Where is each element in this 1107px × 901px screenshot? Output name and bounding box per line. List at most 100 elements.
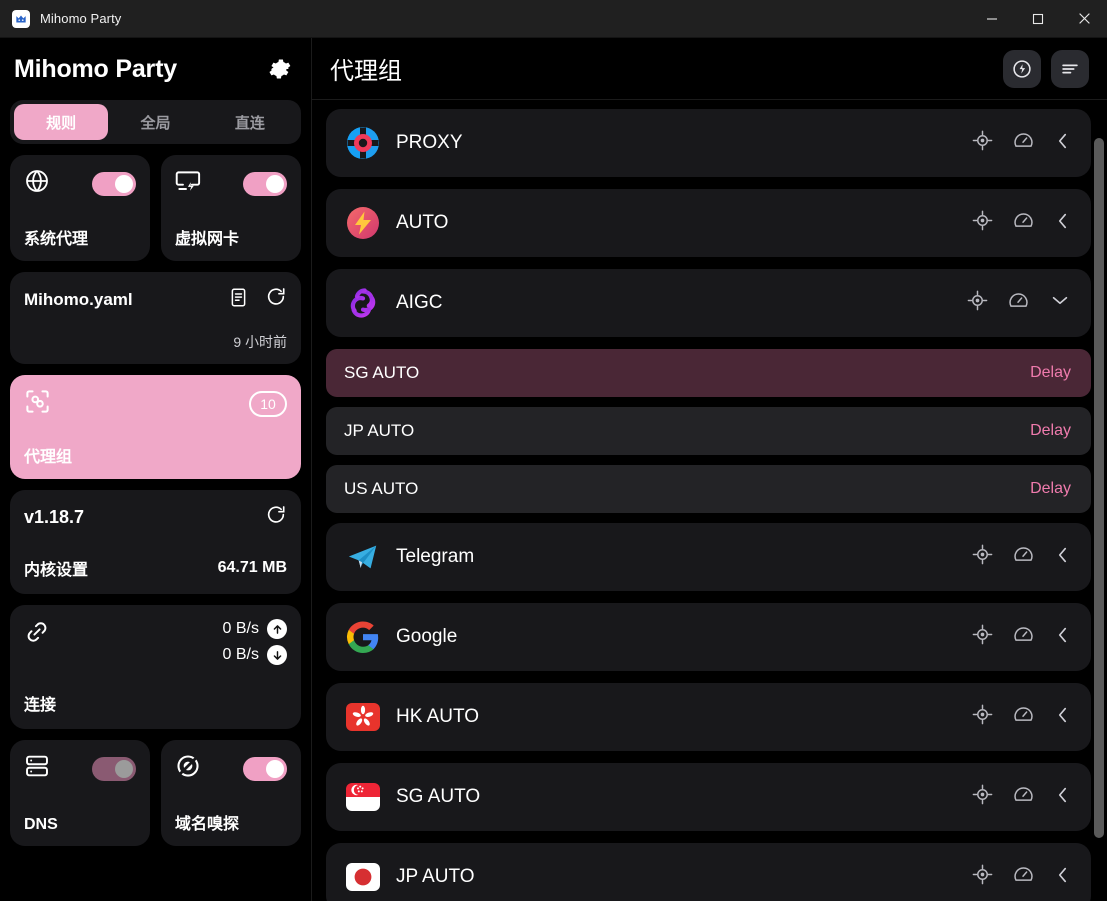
locate-target-icon[interactable] (972, 704, 993, 730)
connections-card[interactable]: 0 B/s 0 B/s (10, 605, 301, 729)
chevron-left-icon[interactable] (1054, 210, 1071, 237)
row-actions (972, 544, 1071, 571)
maximize-button[interactable] (1015, 0, 1061, 37)
locate-target-icon[interactable] (972, 624, 993, 650)
auto-bolt-icon (344, 204, 382, 242)
profile-card[interactable]: Mihomo.yaml (10, 272, 301, 364)
proxy-node-row[interactable]: US AUTO Delay (326, 465, 1091, 513)
upload-speed-row: 0 B/s (223, 619, 287, 639)
mode-tab-rule[interactable]: 规则 (14, 104, 109, 140)
main-header: 代理组 (312, 38, 1107, 100)
bottom-toggle-tiles-row: DNS 域名嗅探 (10, 740, 301, 846)
close-button[interactable] (1061, 0, 1107, 37)
dns-toggle[interactable] (92, 756, 136, 781)
arrow-down-icon (267, 645, 287, 665)
proxy-group-row[interactable]: Google (326, 603, 1091, 671)
core-version: v1.18.7 (24, 507, 85, 527)
proxy-group-list[interactable]: PROXY (312, 100, 1107, 901)
mode-tab-global[interactable]: 全局 (140, 114, 171, 132)
window-title: Mihomo Party (40, 11, 122, 26)
refresh-icon[interactable] (265, 504, 287, 531)
locate-target-icon[interactable] (972, 784, 993, 810)
locate-target-icon[interactable] (972, 130, 993, 156)
proxy-node-name: US AUTO (344, 479, 419, 498)
chevron-left-icon[interactable] (1054, 704, 1071, 731)
sidebar-tile-label: 虚拟网卡 (175, 231, 240, 248)
row-actions (972, 864, 1071, 891)
proxy-group-row[interactable]: Telegram (326, 523, 1091, 591)
gauge-icon[interactable] (1013, 784, 1034, 810)
locate-target-icon[interactable] (972, 210, 993, 236)
download-speed-value: 0 B/s (222, 646, 259, 663)
main-panel: 代理组 (312, 38, 1107, 901)
tun-device-toggle[interactable] (243, 171, 287, 196)
gauge-icon[interactable] (1013, 130, 1034, 156)
row-actions (967, 290, 1071, 316)
row-actions (972, 624, 1071, 651)
sidebar-tile-label: 系统代理 (24, 231, 89, 248)
chevron-left-icon[interactable] (1054, 130, 1071, 157)
row-actions (972, 784, 1071, 811)
sidebar: Mihomo Party 规则 全局 直连 (0, 38, 312, 901)
sniff-toggle[interactable] (243, 756, 287, 781)
core-card-top: v1.18.7 (24, 504, 287, 531)
gauge-icon[interactable] (1013, 544, 1034, 570)
proxy-group-row[interactable]: HK AUTO (326, 683, 1091, 751)
sidebar-item-proxy-groups[interactable]: 10 代理组 (10, 375, 301, 479)
row-actions (972, 130, 1071, 157)
gauge-icon[interactable] (1008, 290, 1029, 316)
mode-tab-direct[interactable]: 直连 (234, 114, 265, 132)
chevron-down-icon[interactable] (1049, 292, 1071, 314)
locate-target-icon[interactable] (972, 864, 993, 890)
link-icon (24, 619, 50, 650)
chevron-left-icon[interactable] (1054, 624, 1071, 651)
file-text-icon[interactable] (228, 287, 249, 313)
system-proxy-toggle[interactable] (92, 171, 136, 196)
core-memory-usage: 64.71 MB (217, 559, 287, 576)
gauge-icon[interactable] (1013, 704, 1034, 730)
proxy-groups-label: 代理组 (24, 449, 73, 466)
chevron-left-icon[interactable] (1054, 544, 1071, 571)
gear-icon[interactable] (265, 54, 295, 84)
proxy-group-name: JP AUTO (396, 866, 475, 887)
mode-segmented-control: 规则 全局 直连 (10, 100, 301, 144)
proxy-group-name: HK AUTO (396, 706, 480, 727)
proxy-group-row[interactable]: JP AUTO (326, 843, 1091, 901)
delay-test-all-button[interactable] (1003, 49, 1041, 88)
locate-target-icon[interactable] (967, 290, 988, 316)
gauge-icon[interactable] (1013, 210, 1034, 236)
proxy-node-delay[interactable]: Delay (1030, 422, 1071, 439)
sidebar-header: Mihomo Party (10, 38, 301, 100)
core-settings-card[interactable]: v1.18.7 内核设置 64.71 MB (10, 490, 301, 594)
refresh-icon[interactable] (265, 286, 287, 313)
window-controls (969, 0, 1107, 37)
core-card-bottom: 内核设置 64.71 MB (24, 556, 287, 580)
proxy-group-name: SG AUTO (396, 786, 481, 807)
proxy-group-row[interactable]: AUTO (326, 189, 1091, 257)
chevron-left-icon[interactable] (1054, 784, 1071, 811)
sort-list-button[interactable] (1051, 49, 1089, 88)
proxy-node-row[interactable]: JP AUTO Delay (326, 407, 1091, 455)
proxy-group-row[interactable]: PROXY (326, 109, 1091, 177)
sidebar-tile-sniff[interactable]: 域名嗅探 (161, 740, 301, 846)
sidebar-tile-system-proxy[interactable]: 系统代理 (10, 155, 150, 261)
gauge-icon[interactable] (1013, 624, 1034, 650)
proxy-node-delay[interactable]: Delay (1030, 364, 1071, 381)
proxy-group-name: AUTO (396, 212, 449, 233)
vertical-scrollbar[interactable] (1094, 138, 1104, 838)
proxy-node-name: SG AUTO (344, 363, 420, 382)
server-icon (24, 753, 50, 784)
proxy-node-delay[interactable]: Delay (1030, 480, 1071, 497)
proxy-node-row[interactable]: SG AUTO Delay (326, 349, 1091, 397)
gauge-icon[interactable] (1013, 864, 1034, 890)
proxy-groups-count-badge: 10 (249, 391, 287, 417)
sidebar-tile-dns[interactable]: DNS (10, 740, 150, 846)
proxy-group-row[interactable]: SG AUTO (326, 763, 1091, 831)
sidebar-tile-tun-device[interactable]: 虚拟网卡 (161, 155, 301, 261)
locate-target-icon[interactable] (972, 544, 993, 570)
profile-actions (228, 286, 287, 313)
minimize-button[interactable] (969, 0, 1015, 37)
proxy-group-row[interactable]: AIGC (326, 269, 1091, 337)
chevron-left-icon[interactable] (1054, 864, 1071, 891)
